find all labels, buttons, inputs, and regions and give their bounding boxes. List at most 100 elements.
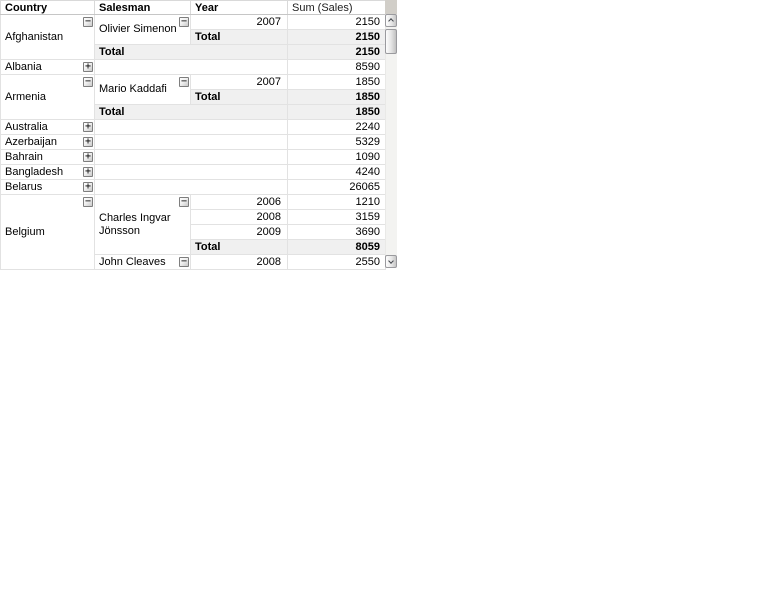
salesman-total-label: Total (190, 29, 288, 45)
vertical-scrollbar[interactable] (385, 0, 397, 269)
column-header-country[interactable]: Country (0, 0, 95, 15)
country-label: Australia (5, 120, 48, 133)
collapsed-spacer-cell (94, 149, 288, 165)
country-label: Afghanistan (5, 30, 64, 43)
country-label: Armenia (5, 90, 46, 103)
year-cell[interactable]: 2009 (190, 224, 288, 240)
table-row: Albania + 8590 (0, 59, 386, 75)
scrollbar-header-corner (385, 0, 397, 14)
table-row: Belarus + 26065 (0, 179, 386, 195)
scrollbar-track[interactable] (385, 14, 397, 255)
salesman-label: Mario Kaddafi (99, 83, 167, 96)
collapse-icon[interactable]: − (179, 16, 189, 27)
country-label: Bahrain (5, 150, 43, 163)
collapsed-spacer-cell (94, 59, 288, 75)
salesman-label: Olivier Simenon (99, 23, 177, 36)
table-row: Total 2150 (1, 29, 386, 45)
expand-icon[interactable]: + (83, 136, 93, 147)
collapsed-spacer-cell (94, 164, 288, 180)
country-total-label: Total (94, 104, 288, 120)
value-cell: 2150 (287, 14, 386, 30)
table-row: John Cleaves − 2008 2550 (1, 254, 386, 270)
country-total-value: 1850 (287, 104, 386, 120)
salesman-total-label: Total (190, 89, 288, 105)
value-cell: 1210 (287, 194, 386, 210)
country-cell-armenia[interactable]: Armenia − (0, 74, 95, 120)
collapse-icon[interactable]: − (179, 196, 189, 207)
country-label: Albania (5, 60, 42, 73)
salesman-label: John Cleaves (99, 255, 166, 268)
country-cell-bahrain[interactable]: Bahrain + (0, 149, 95, 165)
header-row: Country Salesman Year Sum (Sales) (0, 0, 386, 15)
table-row: Australia + 2240 (0, 119, 386, 135)
year-cell[interactable]: 2007 (190, 14, 288, 30)
year-cell[interactable]: 2008 (190, 209, 288, 225)
country-cell-belarus[interactable]: Belarus + (0, 179, 95, 195)
country-label: Belgium (5, 225, 45, 238)
country-cell-albania[interactable]: Albania + (0, 59, 95, 75)
country-total-value: 2150 (287, 44, 386, 60)
country-cell-bangladesh[interactable]: Bangladesh + (0, 164, 95, 180)
collapsed-spacer-cell (94, 179, 288, 195)
year-cell[interactable]: 2007 (190, 74, 288, 90)
value-cell: 1090 (287, 149, 386, 165)
collapse-icon[interactable]: − (83, 196, 93, 207)
expand-icon[interactable]: + (83, 121, 93, 132)
collapse-icon[interactable]: − (83, 76, 93, 87)
expand-icon[interactable]: + (83, 151, 93, 162)
value-cell: 3690 (287, 224, 386, 240)
salesman-total-value: 8059 (287, 239, 386, 255)
country-total-label: Total (94, 44, 288, 60)
country-cell-australia[interactable]: Australia + (0, 119, 95, 135)
value-cell: 2550 (287, 254, 386, 270)
salesman-cell-mario-kaddafi[interactable]: Mario Kaddafi − (94, 74, 191, 105)
table-row: Armenia − Mario Kaddafi − 2007 1850 (0, 74, 386, 120)
year-cell[interactable]: 2006 (190, 194, 288, 210)
value-cell: 1850 (287, 74, 386, 90)
country-label: Belarus (5, 180, 43, 193)
table-row: Azerbaijan + 5329 (0, 134, 386, 150)
collapse-icon[interactable]: − (179, 76, 189, 87)
pivot-table: Country Salesman Year Sum (Sales) Afghan… (0, 0, 386, 270)
value-cell: 2240 (287, 119, 386, 135)
country-label: Azerbaijan (5, 135, 57, 148)
value-cell: 26065 (287, 179, 386, 195)
collapse-icon[interactable]: − (83, 16, 93, 27)
table-row: Total 1850 (1, 89, 386, 105)
scroll-down-button[interactable] (385, 255, 397, 268)
column-header-sum-sales[interactable]: Sum (Sales) (287, 0, 386, 15)
column-header-salesman[interactable]: Salesman (94, 0, 191, 15)
salesman-cell-john-cleaves[interactable]: John Cleaves − (94, 254, 191, 270)
expand-icon[interactable]: + (83, 181, 93, 192)
collapse-icon[interactable]: − (179, 256, 189, 267)
expand-icon[interactable]: + (83, 166, 93, 177)
salesman-total-value: 2150 (287, 29, 386, 45)
scroll-up-button[interactable] (385, 14, 397, 27)
salesman-total-label: Total (190, 239, 288, 255)
country-cell-afghanistan[interactable]: Afghanistan − (0, 14, 95, 60)
scrollbar-thumb[interactable] (385, 29, 397, 54)
salesman-total-value: 1850 (287, 89, 386, 105)
value-cell: 3159 (287, 209, 386, 225)
table-row: Bangladesh + 4240 (0, 164, 386, 180)
table-row: Afghanistan − Olivier Simenon − 2007 215… (0, 14, 386, 60)
value-cell: 5329 (287, 134, 386, 150)
table-row: Total 8059 (1, 239, 386, 255)
value-cell: 4240 (287, 164, 386, 180)
collapsed-spacer-cell (94, 134, 288, 150)
year-cell[interactable]: 2008 (190, 254, 288, 270)
salesman-cell-olivier-simenon[interactable]: Olivier Simenon − (94, 14, 191, 45)
table-row: Belgium − Charles Ingvar Jönsson − 2006 … (0, 194, 386, 270)
table-row: 2008 3159 (1, 209, 386, 225)
salesman-cell-charles-ingvar-jonsson[interactable]: Charles Ingvar Jönsson − (94, 194, 191, 255)
chevron-down-icon (388, 258, 394, 264)
table-row: 2009 3690 (1, 224, 386, 240)
expand-icon[interactable]: + (83, 61, 93, 72)
column-header-year[interactable]: Year (190, 0, 288, 15)
country-label: Bangladesh (5, 165, 64, 178)
country-cell-azerbaijan[interactable]: Azerbaijan + (0, 134, 95, 150)
collapsed-spacer-cell (94, 119, 288, 135)
country-cell-belgium[interactable]: Belgium − (0, 194, 95, 270)
value-cell: 8590 (287, 59, 386, 75)
